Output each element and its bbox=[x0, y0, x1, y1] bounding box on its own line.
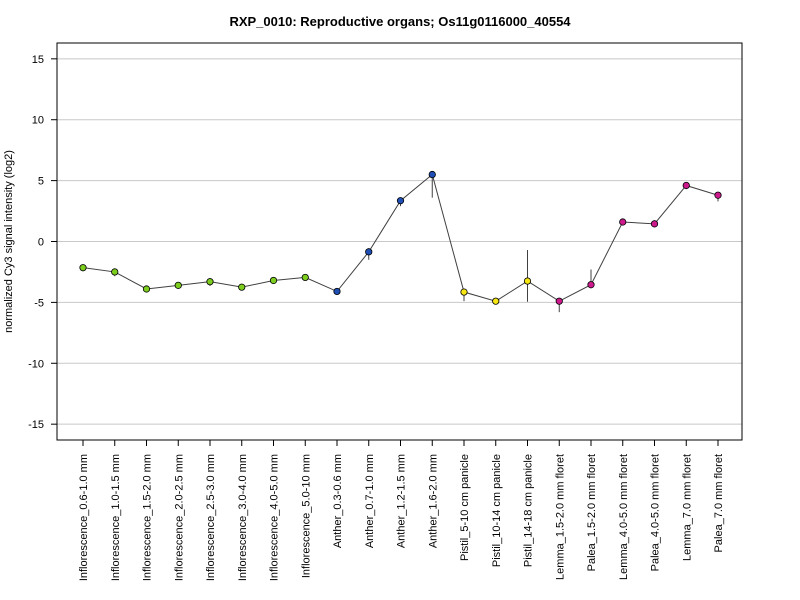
x-tick-label: Inflorescence_2.5-3.0 mm bbox=[205, 454, 217, 581]
x-tick-label: Lemma_7.0 mm floret bbox=[681, 454, 693, 561]
x-tick-label: Pistil_5-10 cm panicle bbox=[459, 454, 471, 561]
data-point bbox=[238, 283, 246, 291]
y-tick-label: -5 bbox=[34, 297, 44, 309]
x-tick-label: Palea_1.5-2.0 mm floret bbox=[586, 454, 598, 571]
data-point bbox=[428, 170, 436, 179]
data-point bbox=[333, 287, 341, 296]
x-tick-label: Anther_1.2-1.5 mm bbox=[396, 454, 408, 548]
data-point bbox=[301, 273, 309, 282]
y-tick-label: -10 bbox=[28, 358, 44, 370]
x-tick-label: Inflorescence_3.0-4.0 mm bbox=[237, 454, 249, 581]
error-bars bbox=[82, 172, 719, 313]
data-point bbox=[492, 297, 500, 305]
x-tick-label: Anther_0.3-0.6 mm bbox=[332, 454, 344, 548]
x-tick-label: Palea_4.0-5.0 mm floret bbox=[650, 454, 662, 571]
data-point bbox=[523, 277, 532, 285]
x-tick-label: Inflorescence_1.0-1.5 mm bbox=[110, 454, 122, 581]
data-point bbox=[682, 181, 690, 190]
data-point bbox=[650, 220, 659, 228]
y-axis: 15 10 5 0 -5 -10 -15 bbox=[28, 54, 57, 431]
y-tick-label: 15 bbox=[32, 54, 44, 66]
data-point bbox=[79, 264, 87, 272]
x-tick-label: Anther_1.6-2.0 mm bbox=[427, 454, 439, 548]
chart-title: RXP_0010: Reproductive organs; Os11g0116… bbox=[229, 14, 571, 29]
x-tick-label: Inflorescence_0.6-1.0 mm bbox=[78, 454, 90, 581]
data-point bbox=[142, 285, 151, 293]
x-axis: Inflorescence_0.6-1.0 mm Inflorescence_1.… bbox=[78, 440, 725, 581]
data-point bbox=[396, 197, 405, 205]
y-axis-label: normalized Cy3 signal intensity (log2) bbox=[3, 150, 15, 333]
x-tick-label: Lemma_4.0-5.0 mm floret bbox=[618, 454, 630, 580]
data-point bbox=[365, 248, 373, 256]
data-point bbox=[714, 191, 722, 199]
data-point bbox=[206, 278, 214, 286]
x-tick-label: Pistil_14-18 cm panicle bbox=[523, 454, 535, 567]
y-tick-label: 5 bbox=[38, 176, 44, 188]
x-tick-label: Inflorescence_2.0-2.5 mm bbox=[173, 454, 185, 581]
data-point bbox=[555, 297, 563, 305]
data-point bbox=[619, 218, 627, 226]
x-tick-label: Palea_7.0 mm floret bbox=[713, 454, 725, 552]
data-point bbox=[174, 281, 182, 289]
x-tick-label: Anther_0.7-1.0 mm bbox=[364, 454, 376, 548]
data-points bbox=[79, 170, 722, 305]
x-tick-label: Inflorescence_1.5-2.0 mm bbox=[142, 454, 154, 581]
x-tick-label: Lemma_1.5-2.0 mm floret bbox=[554, 454, 566, 580]
y-tick-label: -15 bbox=[28, 419, 44, 431]
data-point bbox=[269, 276, 278, 285]
gridlines bbox=[57, 58, 742, 425]
x-tick-label: Inflorescence_4.0-5.0 mm bbox=[269, 454, 281, 581]
data-point bbox=[587, 281, 595, 289]
y-tick-label: 10 bbox=[32, 115, 44, 127]
x-tick-label: Inflorescence_5.0-10 mm bbox=[300, 454, 312, 578]
data-point bbox=[460, 288, 468, 296]
data-point bbox=[111, 268, 119, 276]
y-tick-label: 0 bbox=[38, 237, 44, 249]
x-tick-label: Pistil_10-14 cm panicle bbox=[491, 454, 503, 567]
